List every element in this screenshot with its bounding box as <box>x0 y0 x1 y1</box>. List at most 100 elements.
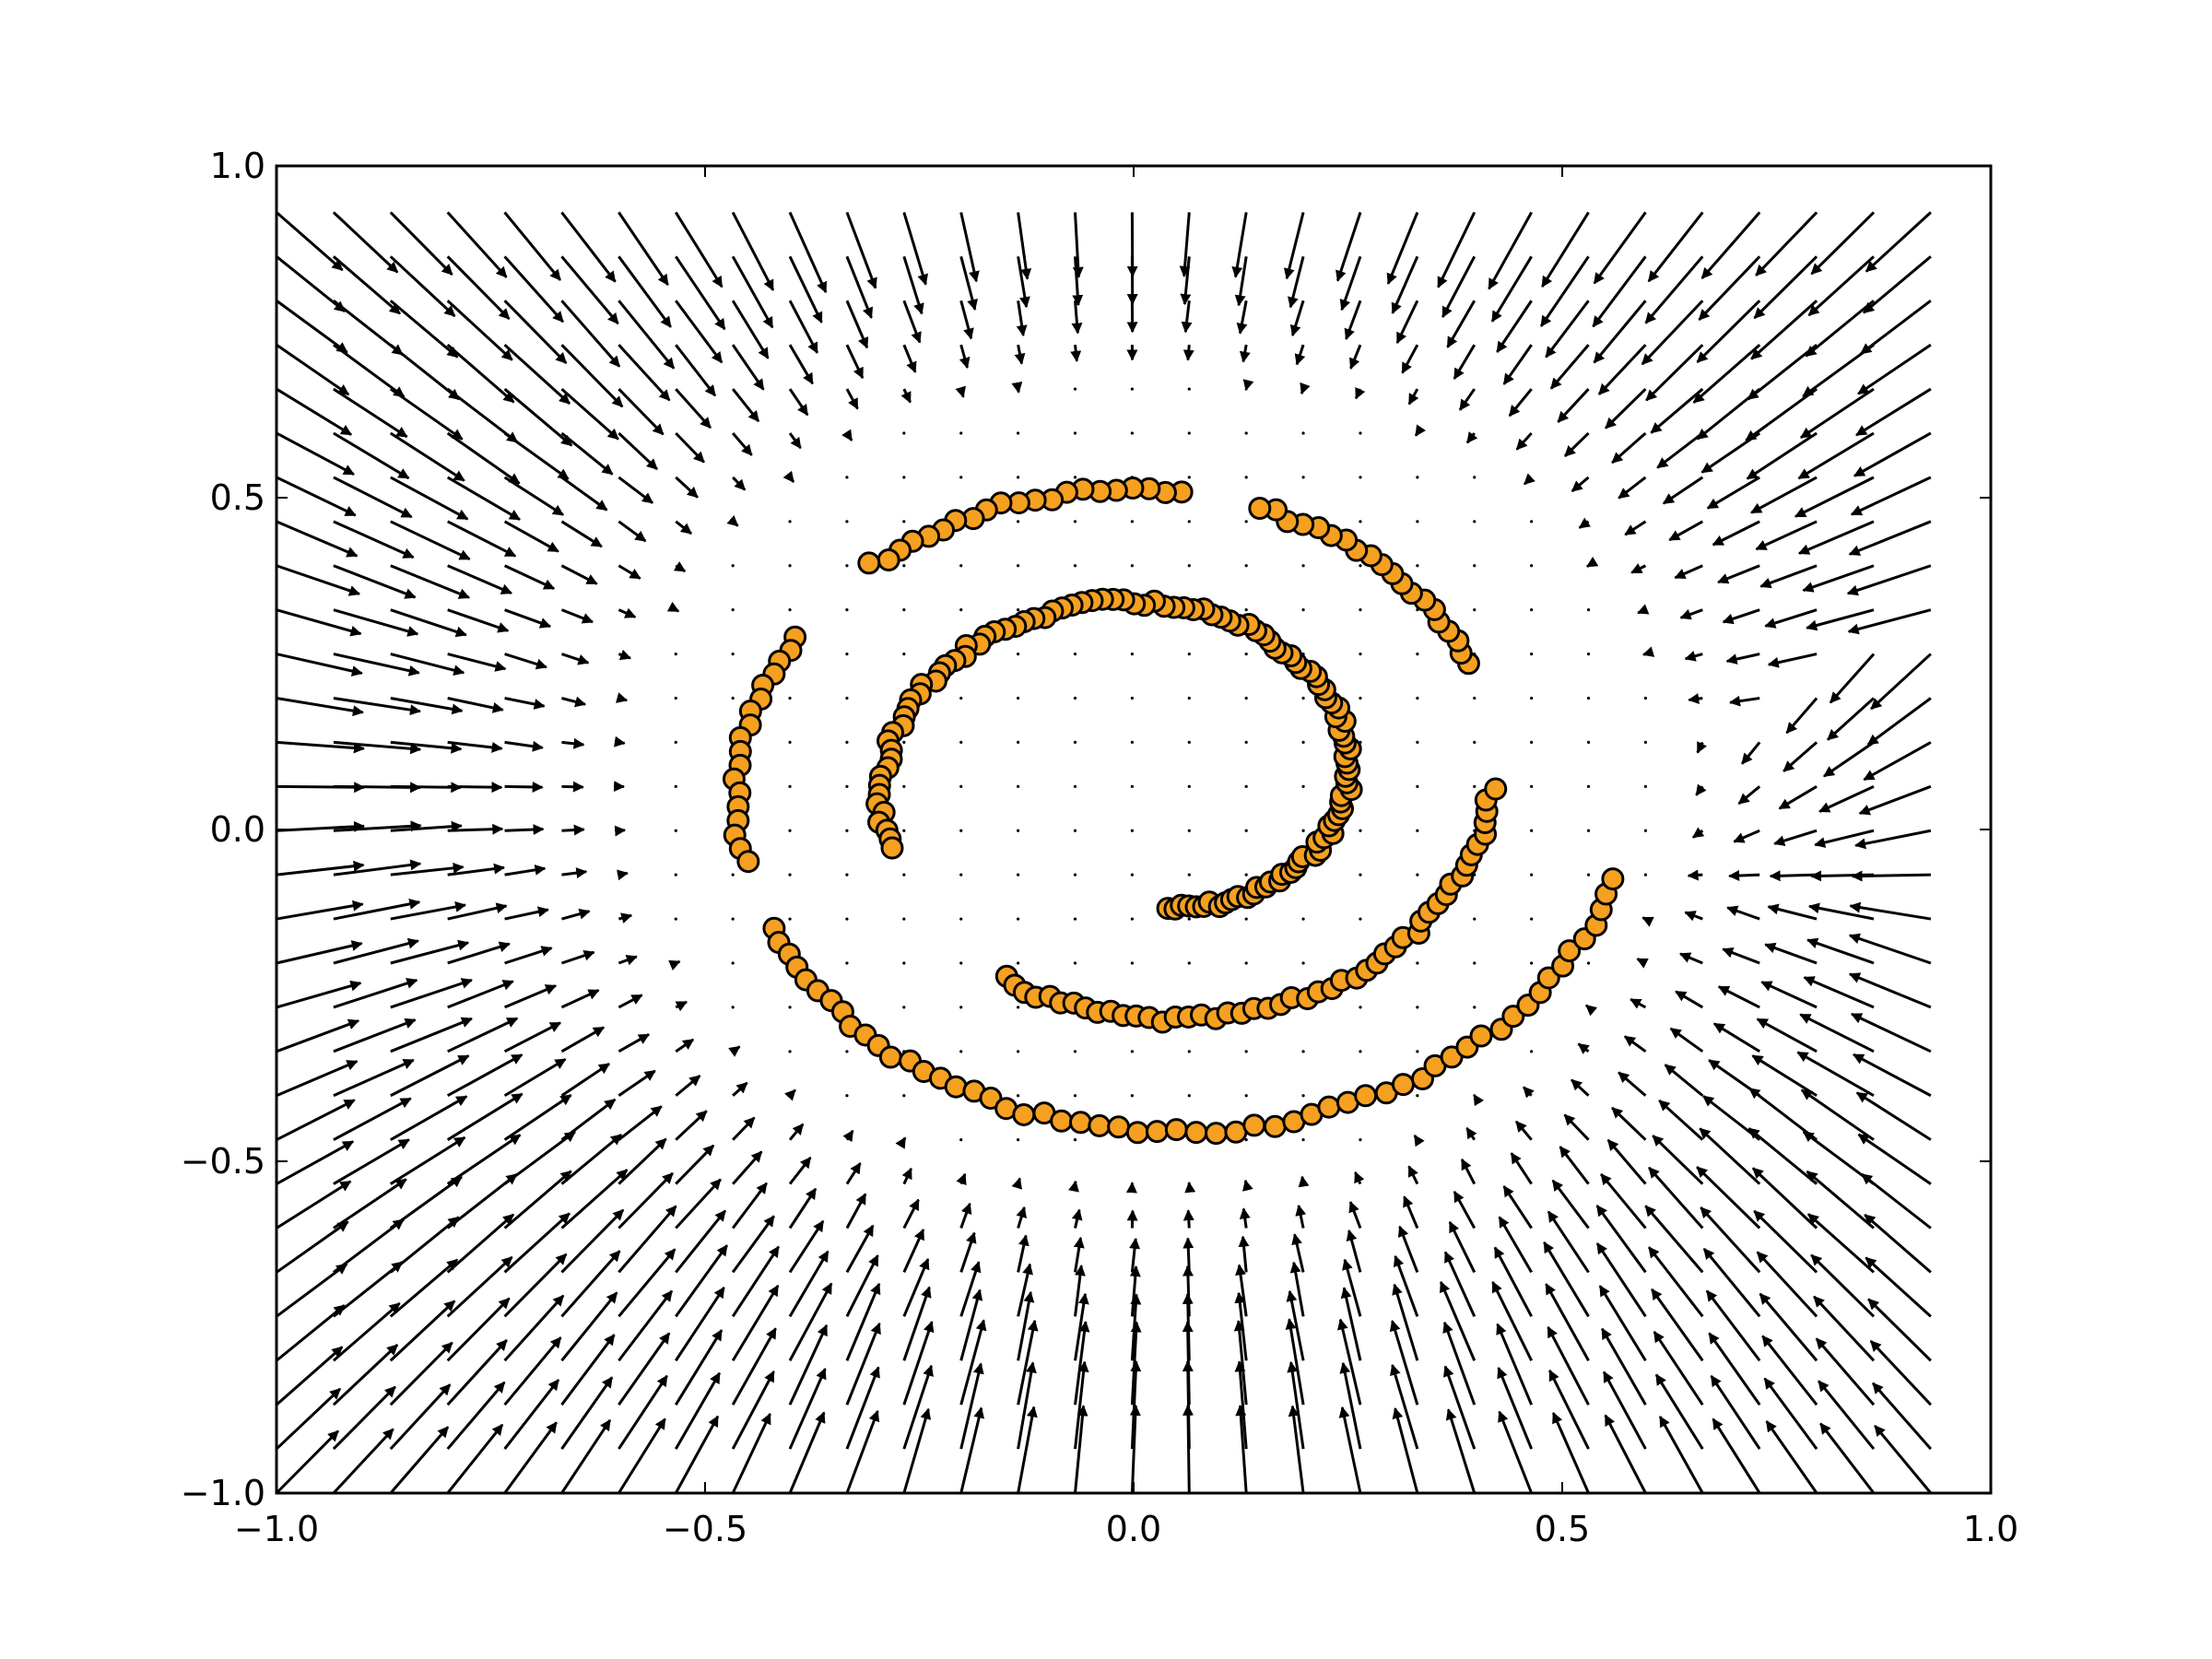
quiver-arrow <box>618 300 676 370</box>
quiver-arrow <box>788 1157 812 1185</box>
quiver-arrow <box>1339 255 1362 312</box>
quiver-arrow <box>1231 212 1248 278</box>
quiver-arrow <box>446 1339 508 1406</box>
quiver-dot <box>1073 476 1077 479</box>
quiver-arrow <box>1850 476 1932 516</box>
quiver-arrow <box>504 781 544 793</box>
quiver-arrow <box>1011 1177 1022 1190</box>
quiver-arrow <box>504 824 545 836</box>
quiver-dot <box>1359 564 1362 568</box>
quiver-arrow <box>560 1208 625 1274</box>
quiver-arrow <box>614 825 627 837</box>
quiver-dot <box>1073 431 1077 435</box>
data-point <box>1601 867 1625 891</box>
quiver-dot <box>1530 608 1534 612</box>
quiver-arrow <box>1571 476 1590 493</box>
quiver-arrow <box>618 955 638 966</box>
quiver-dot <box>1359 608 1362 612</box>
quiver-dot <box>731 873 735 877</box>
quiver-arrow <box>275 1430 340 1495</box>
quiver-arrow <box>1559 1146 1590 1185</box>
quiver-dot <box>1473 917 1477 921</box>
quiver-arrow <box>332 255 401 315</box>
quiver-arrow <box>276 255 346 313</box>
x-tick-label: 1.0 <box>1963 1509 2018 1549</box>
quiver-arrow <box>1696 1166 1761 1230</box>
quiver-arrow <box>1668 520 1704 542</box>
quiver-arrow <box>1592 255 1647 328</box>
quiver-dot <box>1073 1050 1077 1053</box>
quiver-arrow <box>1647 211 1704 283</box>
x-tick-label: 0.0 <box>1106 1509 1161 1549</box>
quiver-arrow <box>446 476 521 521</box>
quiver-arrow <box>1647 1246 1704 1318</box>
quiver-arrow <box>1238 1235 1250 1273</box>
quiver-arrow <box>389 211 453 276</box>
quiver-arrow <box>675 255 726 331</box>
quiver-arrow <box>446 1213 515 1274</box>
quiver-arrow <box>1799 1013 1875 1053</box>
quiver-dot <box>1643 696 1648 700</box>
quiver-arrow <box>333 1097 412 1141</box>
quiver-arrow <box>959 1319 987 1406</box>
quiver-arrow <box>845 1224 875 1274</box>
quiver-dot <box>1187 784 1191 788</box>
quiver-arrow <box>1618 1071 1647 1097</box>
quiver-arrow <box>1595 1205 1647 1274</box>
quiver-arrow <box>1563 1113 1590 1141</box>
quiver-arrow <box>1755 211 1818 276</box>
quiver-arrow <box>560 949 595 965</box>
quiver-dot <box>1244 784 1248 788</box>
quiver-arrow <box>332 1344 399 1406</box>
quiver-arrow <box>1571 1078 1590 1097</box>
quiver-dot <box>1073 652 1077 656</box>
quiver-arrow <box>560 989 600 1009</box>
quiver-arrow <box>1130 1293 1142 1361</box>
quiver-dot <box>1017 608 1020 612</box>
quiver-dot <box>1187 431 1191 435</box>
quiver-arrow <box>1675 990 1704 1009</box>
quiver-arrow <box>390 564 471 599</box>
quiver-dot <box>959 476 963 479</box>
quiver-arrow <box>503 1093 572 1141</box>
quiver-arrow <box>1651 1288 1704 1362</box>
quiver-arrow <box>1598 1285 1647 1362</box>
quiver-arrow <box>1806 1170 1875 1230</box>
quiver-arrow <box>902 255 924 315</box>
quiver-arrow <box>732 432 753 456</box>
quiver-arrow <box>668 959 681 971</box>
quiver-arrow <box>504 864 547 877</box>
quiver-arrow <box>276 1140 355 1185</box>
quiver-arrow <box>1181 300 1193 334</box>
quiver-dot <box>1586 961 1591 965</box>
quiver-arrow <box>731 1412 771 1494</box>
quiver-arrow <box>332 1428 394 1495</box>
quiver-arrow <box>902 211 929 286</box>
quiver-arrow <box>1339 1361 1362 1450</box>
quiver-dot <box>902 1006 906 1009</box>
quiver-arrow <box>1815 1337 1876 1406</box>
quiver-arrow <box>1496 300 1533 353</box>
quiver-arrow <box>618 1418 666 1494</box>
quiver-dot <box>788 564 792 568</box>
quiver-dot <box>1130 829 1134 832</box>
data-point <box>1088 1113 1112 1137</box>
quiver-arrow <box>845 1254 879 1318</box>
quiver-arrow <box>1488 211 1533 290</box>
data-point <box>1145 1120 1169 1144</box>
quiver-arrow <box>333 1058 415 1098</box>
quiver-arrow <box>1017 1263 1033 1317</box>
quiver-arrow <box>788 432 802 450</box>
quiver-arrow <box>1756 1018 1818 1053</box>
quiver-dot <box>1473 520 1477 524</box>
quiver-arrow <box>959 1261 982 1317</box>
quiver-arrow <box>1545 1283 1590 1361</box>
quiver-dot <box>1473 696 1477 700</box>
quiver-arrow <box>1858 784 1932 816</box>
quiver-arrow <box>845 255 874 319</box>
quiver-dot <box>674 784 677 788</box>
quiver-arrow <box>675 1178 722 1230</box>
quiver-arrow <box>1654 1373 1704 1450</box>
quiver-arrow <box>675 388 712 429</box>
quiver-arrow <box>446 520 517 558</box>
